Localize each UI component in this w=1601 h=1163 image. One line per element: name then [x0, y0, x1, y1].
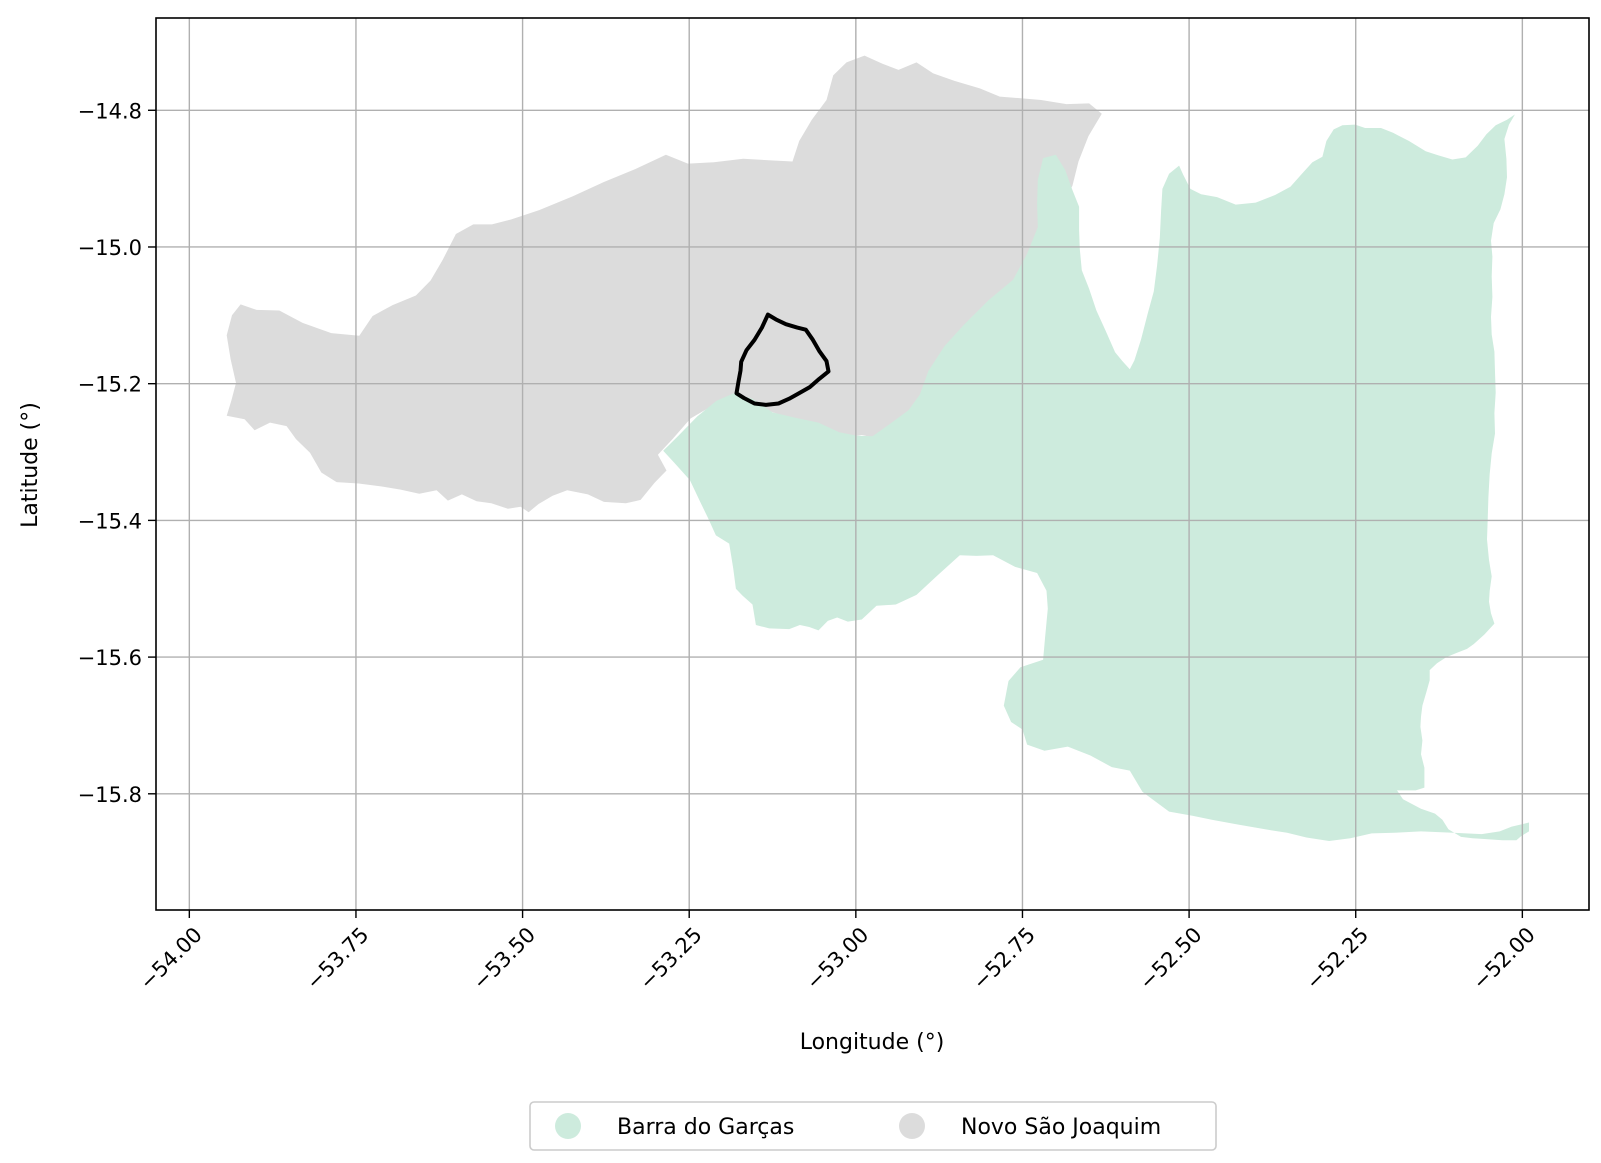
- legend-label-novo-sao-joaquim: Novo São Joaquim: [961, 1115, 1161, 1140]
- regions-layer: [226, 55, 1529, 841]
- y-tick-label-2: −15.2: [78, 373, 142, 397]
- y-axis-label: Latitude (°): [18, 402, 43, 528]
- grid-layer: [156, 18, 1589, 910]
- outline-boundary: [734, 312, 831, 407]
- y-tick-label-0: −14.8: [78, 99, 142, 123]
- y-tick-label-1: −15.0: [78, 236, 142, 260]
- outline-layer: [734, 312, 831, 407]
- x-axis-label: Longitude (°): [800, 1030, 945, 1055]
- region-barra-do-garcas: [663, 114, 1529, 841]
- y-tick-label-4: −15.6: [78, 646, 142, 670]
- y-axis-ticks: −14.8 −15.0 −15.2 −15.4 −15.6 −15.8: [78, 99, 156, 807]
- y-tick-label-3: −15.4: [78, 509, 142, 533]
- legend-box: [529, 1101, 1217, 1151]
- region-novo-sao-joaquim: [226, 55, 1102, 513]
- legend-marker-novo-sao-joaquim: [899, 1113, 925, 1139]
- y-tick-label-5: −15.8: [78, 783, 142, 807]
- legend-label-barra-do-garcas: Barra do Garças: [617, 1115, 794, 1140]
- legend-marker-barra-do-garcas: [555, 1113, 581, 1139]
- legend: Barra do Garças Novo São Joaquim: [529, 1101, 1217, 1151]
- axes-frame: [155, 17, 1590, 911]
